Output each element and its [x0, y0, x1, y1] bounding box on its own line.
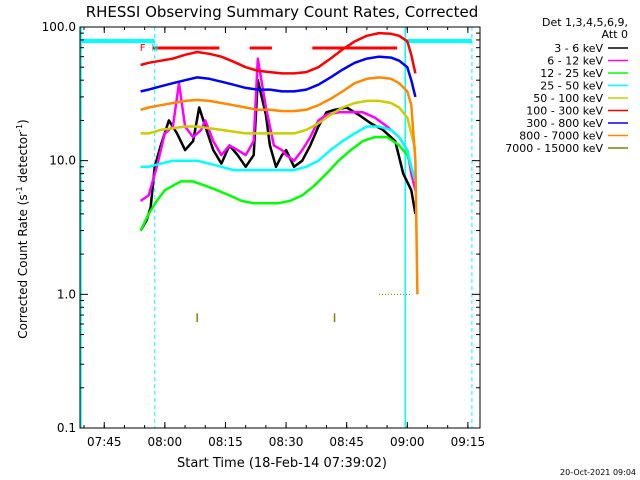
- plot-frame: [79, 26, 481, 429]
- x-axis-label: Start Time (18-Feb-14 07:39:02): [177, 456, 387, 471]
- series-4: [140, 99, 417, 151]
- series-8: [196, 293, 412, 323]
- detectors-label: Det 1,3,4,5,6,9,: [542, 16, 628, 29]
- series-line: [140, 31, 417, 75]
- legend-label: 800 - 7000 keV: [519, 130, 603, 143]
- legend-label: 3 - 6 keV: [554, 42, 603, 55]
- series-6: [140, 55, 417, 98]
- x-tick-label: 08:15: [208, 435, 243, 449]
- series-0: [139, 78, 417, 232]
- legend-label: 25 - 50 keV: [540, 80, 603, 93]
- series-line: [140, 76, 419, 295]
- series-line: [140, 99, 417, 151]
- y-axis-label: Corrected Count Rate (s-1 detector-1): [15, 119, 30, 338]
- legend-label: 6 - 12 keV: [547, 55, 603, 68]
- plot-area: [80, 27, 480, 428]
- legend-label: 50 - 100 keV: [533, 92, 603, 105]
- chart-title: RHESSI Observing Summary Count Rates, Co…: [86, 3, 479, 21]
- series-5: [140, 31, 417, 75]
- y-tick-label: 100.0: [42, 20, 76, 34]
- series-line: [139, 135, 417, 232]
- attenuator-label: Att 0: [602, 28, 628, 41]
- x-tick-label: 09:15: [451, 435, 486, 449]
- series-line: [139, 57, 417, 202]
- series-layer: [139, 31, 419, 323]
- x-tick-label: 08:00: [148, 435, 183, 449]
- legend-label: 7000 - 15000 keV: [505, 142, 603, 155]
- series-line: [140, 55, 417, 98]
- x-tick-label: 08:30: [269, 435, 304, 449]
- series-2: [139, 135, 417, 232]
- y-tick-label: 1.0: [57, 287, 76, 301]
- detector-info: Det 1,3,4,5,6,9, Att 0: [542, 16, 628, 41]
- series-line: [139, 78, 417, 232]
- plot-background: [80, 27, 480, 428]
- legend-label: 300 - 800 keV: [526, 117, 603, 130]
- timestamp: 20-Oct-2021 09:04: [560, 468, 636, 477]
- flag-label: F: [140, 43, 146, 54]
- series-line: [140, 125, 417, 182]
- x-tick-label: 09:00: [390, 435, 425, 449]
- series-7: [140, 76, 419, 295]
- y-tick-label: 10.0: [49, 154, 76, 168]
- y-tick-label: 0.1: [57, 421, 76, 435]
- flag-label: N: [151, 43, 158, 54]
- x-tick-label: 08:45: [329, 435, 364, 449]
- series-3: [140, 125, 417, 182]
- axes: 07:45 08:00 08:15 08:30 08:45 09:00 09:15 0.1 1.…: [42, 20, 486, 449]
- series-1: [139, 57, 417, 202]
- x-tick-label: 07:45: [87, 435, 122, 449]
- legend-label: 12 - 25 keV: [540, 67, 603, 80]
- legend-label: 100 - 300 keV: [526, 105, 603, 118]
